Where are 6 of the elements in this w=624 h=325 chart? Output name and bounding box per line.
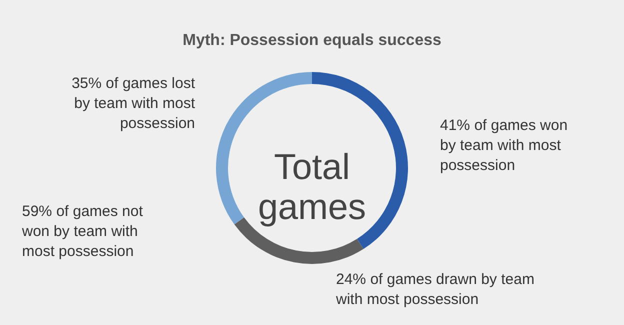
slice-label: 35% of games lost by team with most possession — [72, 75, 196, 132]
text: Total games — [258, 146, 366, 227]
slice-label: 24% of games drawn by team with most possession — [335, 271, 534, 308]
chart-title: Myth: Possession equals success — [182, 32, 442, 49]
text: 59% of games not won by team with most possession — [21, 203, 144, 260]
slice-label: 41% of games won by team with most possession — [440, 117, 568, 174]
